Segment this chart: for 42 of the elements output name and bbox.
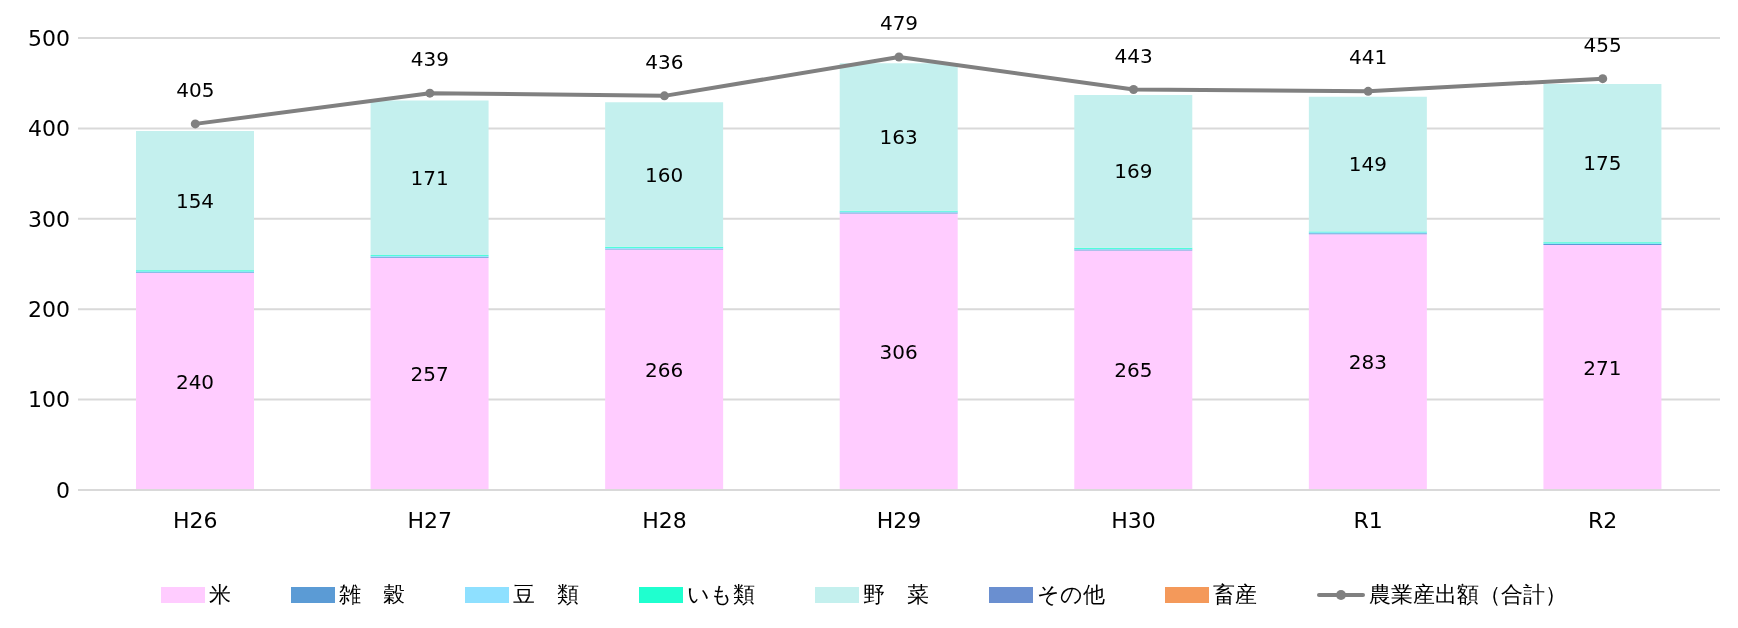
x-tick-label: H27 [407, 507, 453, 533]
legend-label: 野 菜 [863, 581, 929, 609]
y-tick-label: 400 [28, 116, 70, 142]
data-label: 154 [175, 188, 215, 213]
data-label: 405 [176, 77, 215, 102]
data-label: 439 [410, 47, 449, 72]
legend-label: 畜産 [1213, 581, 1257, 609]
legend-label: 農業産出額（合計） [1369, 581, 1567, 609]
data-label: 175 [1583, 151, 1622, 176]
data-label: 257 [410, 361, 449, 386]
data-label: 169 [1114, 159, 1153, 184]
data-label: 455 [1583, 32, 1622, 57]
x-tick-label: H30 [1111, 507, 1156, 533]
data-label: 271 [1583, 355, 1622, 380]
y-tick-label: 200 [28, 297, 70, 323]
data-label: 441 [1349, 45, 1388, 70]
x-tick-label: H28 [642, 507, 687, 533]
y-tick-label: 300 [28, 206, 70, 232]
legend-label: 豆 類 [513, 581, 579, 609]
data-label: 160 [645, 162, 684, 187]
data-label: 265 [1114, 358, 1153, 383]
x-tick-label: H29 [876, 507, 922, 533]
x-tick-label: H26 [173, 507, 218, 533]
data-label: 443 [1114, 43, 1153, 68]
data-label: 149 [1348, 152, 1387, 177]
data-label: 436 [645, 49, 684, 74]
legend-label: 雑 穀 [339, 581, 405, 609]
data-label: 479 [879, 10, 919, 35]
data-label: 163 [879, 124, 918, 149]
y-tick-label: 0 [56, 477, 70, 503]
y-tick-label: 500 [28, 25, 70, 51]
legend-label: その他 [1037, 581, 1105, 609]
legend-label: 米 [209, 581, 231, 609]
data-label: 240 [175, 369, 215, 394]
data-label: 171 [410, 165, 449, 190]
data-label: 283 [1348, 350, 1387, 375]
x-tick-label: R1 [1353, 507, 1383, 533]
data-label: 266 [645, 357, 684, 382]
x-tick-label: R2 [1588, 507, 1618, 533]
y-tick-label: 100 [28, 387, 70, 413]
data-label: 306 [879, 339, 918, 364]
legend-label: いも類 [687, 581, 755, 609]
